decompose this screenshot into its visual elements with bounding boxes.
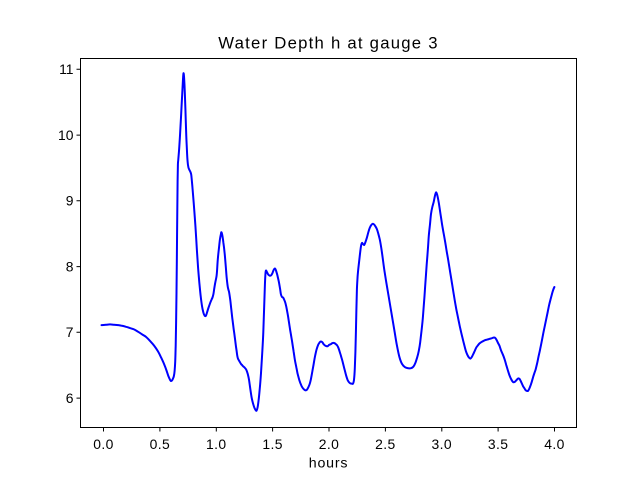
svg-text:0.0: 0.0	[93, 436, 114, 452]
svg-text:1.0: 1.0	[206, 436, 227, 452]
svg-text:9: 9	[66, 193, 74, 209]
svg-text:10: 10	[58, 127, 74, 143]
svg-text:4.0: 4.0	[544, 436, 565, 452]
svg-text:11: 11	[59, 61, 74, 77]
svg-text:3.5: 3.5	[488, 436, 509, 452]
svg-text:Water Depth h at gauge 3: Water Depth h at gauge 3	[218, 34, 438, 53]
svg-text:hours: hours	[309, 455, 349, 471]
svg-text:2.0: 2.0	[319, 436, 340, 452]
svg-text:7: 7	[66, 324, 74, 340]
svg-text:2.5: 2.5	[375, 436, 396, 452]
svg-text:0.5: 0.5	[150, 436, 171, 452]
svg-text:8: 8	[66, 259, 74, 275]
svg-text:3.0: 3.0	[432, 436, 453, 452]
svg-text:1.5: 1.5	[262, 436, 283, 452]
svg-text:6: 6	[66, 390, 74, 406]
